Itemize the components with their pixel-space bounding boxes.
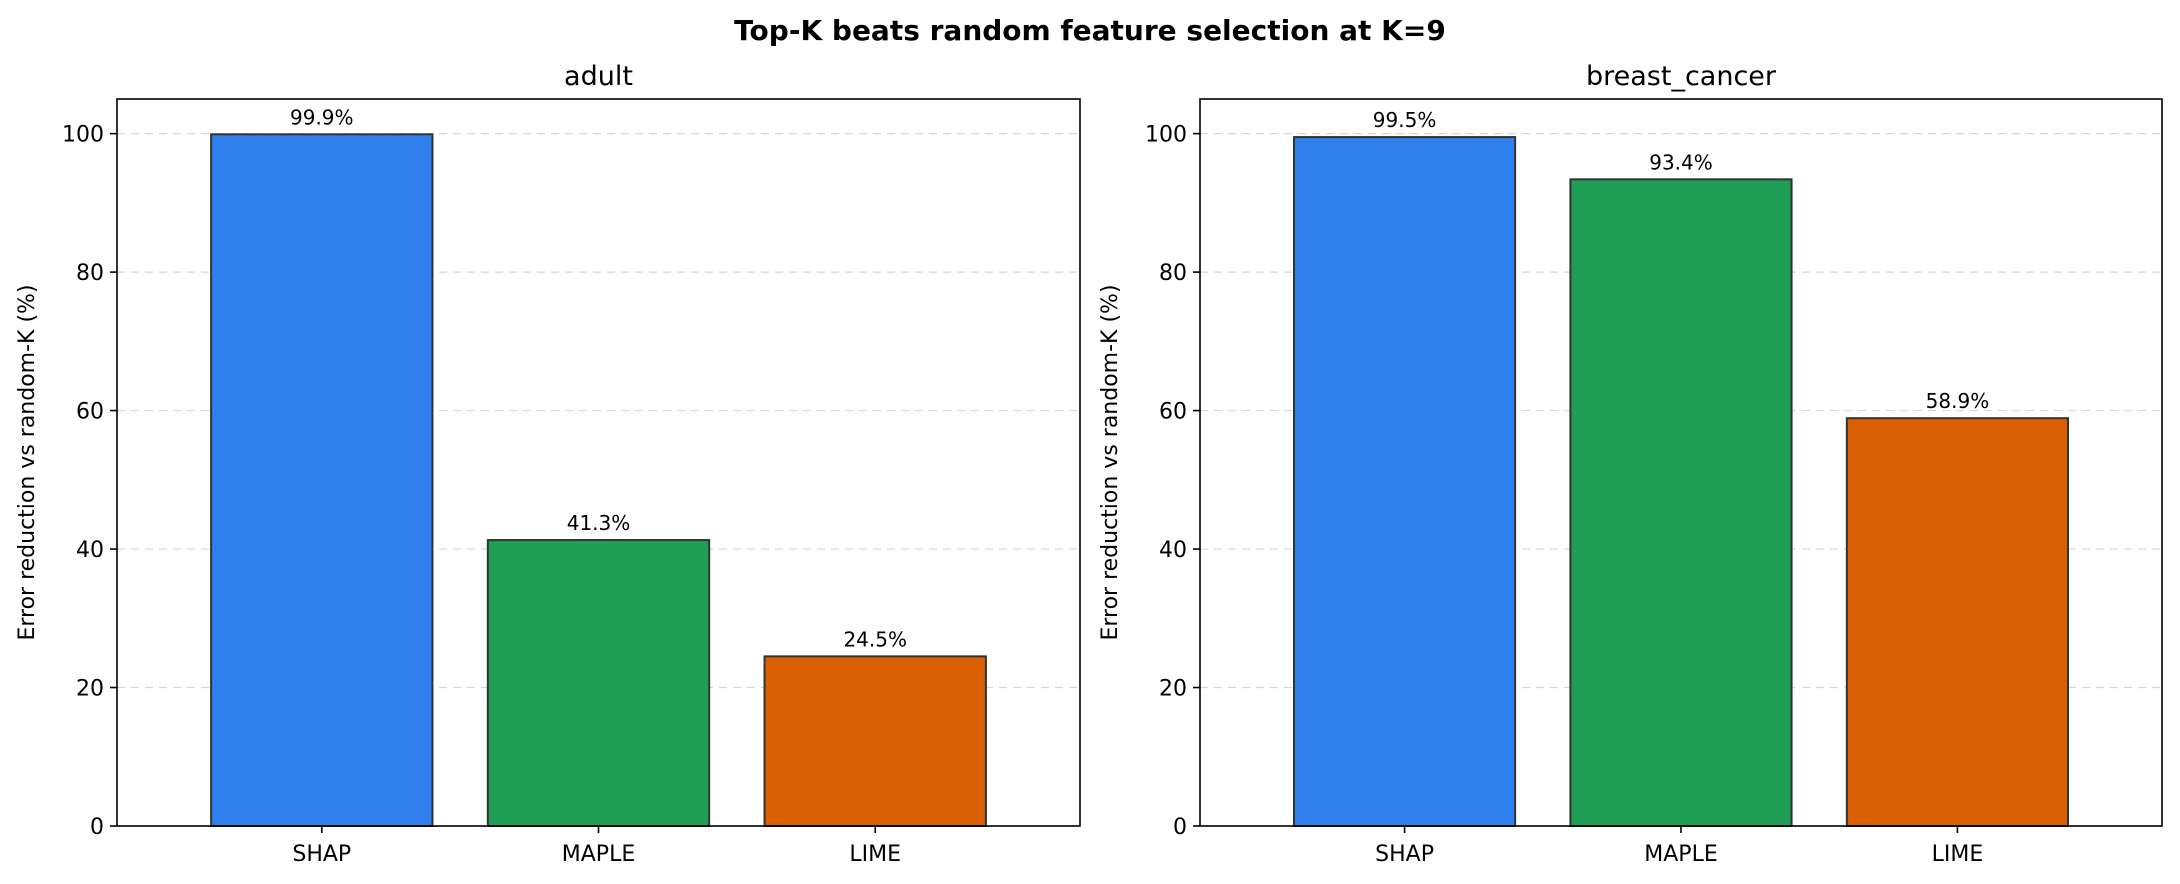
y-tick-label: 40 [76, 538, 104, 563]
y-tick-label: 100 [62, 123, 104, 148]
bar-maple [486, 539, 711, 828]
y-tick-label: 40 [1159, 538, 1187, 563]
y-axis-label: Error reduction vs random-K (%) [1098, 284, 1123, 640]
bar-shap [210, 133, 434, 828]
data-label-shap: 99.9% [290, 105, 354, 129]
data-label-maple: 93.4% [1649, 150, 1713, 174]
y-tick-label: 60 [1159, 400, 1187, 425]
x-tick-label-shap: SHAP [1375, 842, 1434, 867]
y-tick-label: 0 [1173, 815, 1187, 840]
data-label-shap: 99.5% [1373, 108, 1437, 132]
x-tick-label-shap: SHAP [292, 842, 351, 867]
x-tick-label-maple: MAPLE [562, 842, 635, 867]
bar-maple [1569, 178, 1793, 828]
y-tick-label: 20 [76, 677, 104, 702]
bar-lime [1845, 417, 2070, 827]
y-axis-label: Error reduction vs random-K (%) [15, 284, 40, 640]
y-tick-label: 80 [1159, 261, 1187, 286]
y-tick-label: 20 [1159, 677, 1187, 702]
y-tick-label: 0 [90, 815, 104, 840]
chart-panel-adult: 99.9% 41.3% 24.5% 0 20 40 60 80 100 SHAP MAPLE LIME… [15, 61, 1081, 867]
chart-panel-breast-cancer: 99.5% 93.4% 58.9% 0 20 40 60 80 100 SHAP MAPLE LIME… [1098, 61, 2163, 867]
x-tick-label-lime: LIME [849, 842, 901, 867]
y-tick-label: 80 [76, 261, 104, 286]
data-label-lime: 24.5% [843, 627, 907, 651]
bar-lime [763, 655, 987, 827]
panel-title: adult [564, 61, 633, 92]
bar-shap [1292, 136, 1517, 828]
x-tick-label-maple: MAPLE [1644, 842, 1717, 867]
x-tick-label-lime: LIME [1932, 842, 1984, 867]
data-label-maple: 41.3% [567, 511, 631, 535]
data-label-lime: 58.9% [1926, 389, 1990, 413]
y-tick-label: 100 [1145, 123, 1187, 148]
panel-title: breast_cancer [1586, 61, 1777, 92]
figure-suptitle: Top-K beats random feature selection at … [734, 14, 1446, 47]
y-tick-label: 60 [76, 400, 104, 425]
